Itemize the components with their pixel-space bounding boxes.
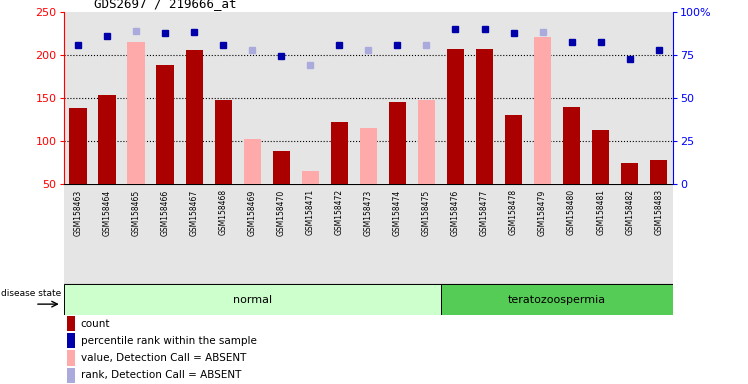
Text: teratozoospermia: teratozoospermia (508, 295, 606, 305)
Bar (325, 184, 354, 284)
Text: GSM158476: GSM158476 (451, 189, 460, 235)
Bar (621, 163, 638, 184)
Bar (64, 12, 93, 184)
Bar (528, 184, 557, 284)
Text: GSM158466: GSM158466 (161, 189, 170, 235)
Bar (360, 128, 377, 184)
Bar (563, 107, 580, 184)
Bar (67, 351, 76, 366)
Bar (644, 12, 673, 184)
Text: value, Detection Call = ABSENT: value, Detection Call = ABSENT (81, 353, 246, 363)
Bar (505, 115, 522, 184)
Text: count: count (81, 318, 110, 329)
Text: GSM158470: GSM158470 (277, 189, 286, 235)
Bar (93, 12, 122, 184)
Bar (70, 108, 87, 184)
Text: percentile rank within the sample: percentile rank within the sample (81, 336, 257, 346)
Bar (122, 184, 150, 284)
Bar (156, 65, 174, 184)
Bar (417, 99, 435, 184)
Text: GSM158464: GSM158464 (102, 189, 111, 235)
Bar (331, 122, 348, 184)
Bar (150, 184, 180, 284)
Text: GSM158467: GSM158467 (190, 189, 199, 235)
Bar (470, 12, 499, 184)
Text: GSM158465: GSM158465 (132, 189, 141, 235)
Text: normal: normal (233, 295, 272, 305)
Bar (476, 49, 493, 184)
Bar (67, 316, 76, 331)
Bar (534, 37, 551, 184)
Bar (499, 12, 528, 184)
Text: GSM158474: GSM158474 (393, 189, 402, 235)
Bar (528, 12, 557, 184)
Text: GSM158480: GSM158480 (567, 189, 576, 235)
Text: GSM158468: GSM158468 (218, 189, 227, 235)
Bar (354, 184, 383, 284)
Text: GSM158475: GSM158475 (422, 189, 431, 235)
Bar (592, 130, 610, 184)
Text: GSM158483: GSM158483 (654, 189, 663, 235)
Bar (238, 12, 267, 184)
Bar (447, 49, 465, 184)
Bar (650, 160, 667, 184)
Bar (64, 284, 441, 315)
Bar (557, 12, 586, 184)
Bar (354, 12, 383, 184)
Bar (122, 12, 150, 184)
Bar (441, 12, 470, 184)
Text: GDS2697 / 219666_at: GDS2697 / 219666_at (94, 0, 236, 10)
Bar (499, 184, 528, 284)
Text: GSM158478: GSM158478 (509, 189, 518, 235)
Text: GSM158471: GSM158471 (306, 189, 315, 235)
Bar (215, 99, 232, 184)
Bar (295, 12, 325, 184)
Text: GSM158463: GSM158463 (73, 189, 82, 235)
Bar (180, 184, 209, 284)
Bar (441, 184, 470, 284)
Text: GSM158469: GSM158469 (248, 189, 257, 235)
Bar (325, 12, 354, 184)
Bar (267, 12, 295, 184)
Bar (644, 184, 673, 284)
Bar (301, 171, 319, 184)
Text: GSM158479: GSM158479 (538, 189, 547, 235)
Bar (615, 184, 644, 284)
Text: GSM158481: GSM158481 (596, 189, 605, 235)
Bar (64, 184, 93, 284)
Bar (93, 184, 122, 284)
Bar (180, 12, 209, 184)
Bar (238, 184, 267, 284)
Bar (272, 152, 290, 184)
Bar (150, 12, 180, 184)
Bar (383, 12, 412, 184)
Bar (244, 139, 261, 184)
Bar (586, 184, 615, 284)
Bar (586, 12, 615, 184)
Bar (412, 12, 441, 184)
Bar (67, 333, 76, 348)
Text: GSM158473: GSM158473 (364, 189, 373, 235)
Bar (470, 184, 499, 284)
Bar (67, 368, 76, 383)
Bar (295, 184, 325, 284)
Text: GSM158477: GSM158477 (480, 189, 489, 235)
Bar (389, 102, 406, 184)
Bar (412, 184, 441, 284)
Bar (557, 184, 586, 284)
Bar (615, 12, 644, 184)
Bar (186, 50, 203, 184)
Text: rank, Detection Call = ABSENT: rank, Detection Call = ABSENT (81, 370, 241, 381)
Bar (383, 184, 412, 284)
Text: GSM158472: GSM158472 (335, 189, 344, 235)
Bar (209, 12, 238, 184)
Bar (99, 95, 116, 184)
Text: GSM158482: GSM158482 (625, 189, 634, 235)
Bar (267, 184, 295, 284)
Bar (209, 184, 238, 284)
Bar (127, 42, 145, 184)
Bar (441, 284, 673, 315)
Text: disease state: disease state (1, 289, 61, 298)
